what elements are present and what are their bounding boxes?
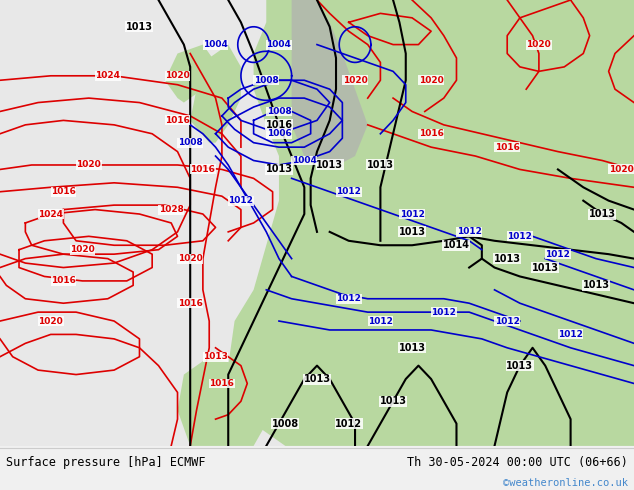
Text: 1016: 1016 xyxy=(51,187,76,196)
Text: 1016: 1016 xyxy=(190,165,216,174)
Text: 1016: 1016 xyxy=(418,129,444,138)
Text: 1024: 1024 xyxy=(95,72,120,80)
Text: 1013: 1013 xyxy=(380,396,406,406)
Text: 1012: 1012 xyxy=(228,196,254,205)
Text: 1004: 1004 xyxy=(266,40,292,49)
Text: 1013: 1013 xyxy=(203,352,228,361)
Polygon shape xyxy=(190,45,241,143)
Text: 1020: 1020 xyxy=(76,161,101,170)
Text: 1016: 1016 xyxy=(165,116,190,125)
Text: 1020: 1020 xyxy=(609,165,634,174)
Text: 1004: 1004 xyxy=(203,40,228,49)
Text: 1020: 1020 xyxy=(38,317,63,325)
Text: 1016: 1016 xyxy=(209,379,235,388)
Text: 1013: 1013 xyxy=(494,254,521,264)
Text: 1012: 1012 xyxy=(368,317,393,325)
Text: 1012: 1012 xyxy=(336,187,361,196)
Text: 1012: 1012 xyxy=(495,317,520,325)
Text: 1008: 1008 xyxy=(272,418,299,429)
Text: 1012: 1012 xyxy=(456,227,482,236)
Text: 1013: 1013 xyxy=(316,160,343,170)
Text: 1013: 1013 xyxy=(399,343,425,353)
Text: 1013: 1013 xyxy=(399,227,425,237)
Text: 1028: 1028 xyxy=(158,205,184,214)
Text: 1013: 1013 xyxy=(532,263,559,272)
Text: 1012: 1012 xyxy=(558,330,583,339)
Text: 1016: 1016 xyxy=(178,299,203,308)
Text: 1004: 1004 xyxy=(292,156,317,165)
Text: 1020: 1020 xyxy=(165,72,190,80)
Text: 1012: 1012 xyxy=(336,294,361,303)
Text: 1020: 1020 xyxy=(526,40,552,49)
Text: 1012: 1012 xyxy=(399,210,425,219)
Text: 1013: 1013 xyxy=(126,22,153,32)
Text: 1006: 1006 xyxy=(266,129,292,138)
Text: 1013: 1013 xyxy=(583,280,609,291)
Text: Th 30-05-2024 00:00 UTC (06+66): Th 30-05-2024 00:00 UTC (06+66) xyxy=(407,456,628,469)
Text: 1020: 1020 xyxy=(70,245,95,254)
Text: Surface pressure [hPa] ECMWF: Surface pressure [hPa] ECMWF xyxy=(6,456,206,469)
Text: 1013: 1013 xyxy=(507,361,533,370)
Polygon shape xyxy=(228,0,634,446)
Text: 1008: 1008 xyxy=(254,76,279,85)
Polygon shape xyxy=(178,357,266,446)
Text: 1008: 1008 xyxy=(266,107,292,116)
Text: 1016: 1016 xyxy=(51,276,76,285)
Text: 1016: 1016 xyxy=(266,120,292,130)
Text: 1020: 1020 xyxy=(418,76,444,85)
Text: 1024: 1024 xyxy=(38,210,63,219)
Polygon shape xyxy=(165,45,216,102)
Text: 1016: 1016 xyxy=(495,143,520,151)
Text: ©weatheronline.co.uk: ©weatheronline.co.uk xyxy=(503,478,628,489)
Text: 1013: 1013 xyxy=(367,160,394,170)
Text: 1012: 1012 xyxy=(507,232,533,241)
Text: 1013: 1013 xyxy=(266,165,292,174)
Polygon shape xyxy=(292,0,368,170)
Text: 1008: 1008 xyxy=(178,138,203,147)
Text: 1013: 1013 xyxy=(304,374,330,384)
Text: 1012: 1012 xyxy=(545,250,571,259)
Text: 1020: 1020 xyxy=(178,254,203,263)
Text: 1014: 1014 xyxy=(443,240,470,250)
Text: 1012: 1012 xyxy=(431,308,456,317)
Text: 1013: 1013 xyxy=(589,209,616,219)
Text: 1020: 1020 xyxy=(342,76,368,85)
Text: 1012: 1012 xyxy=(335,418,362,429)
